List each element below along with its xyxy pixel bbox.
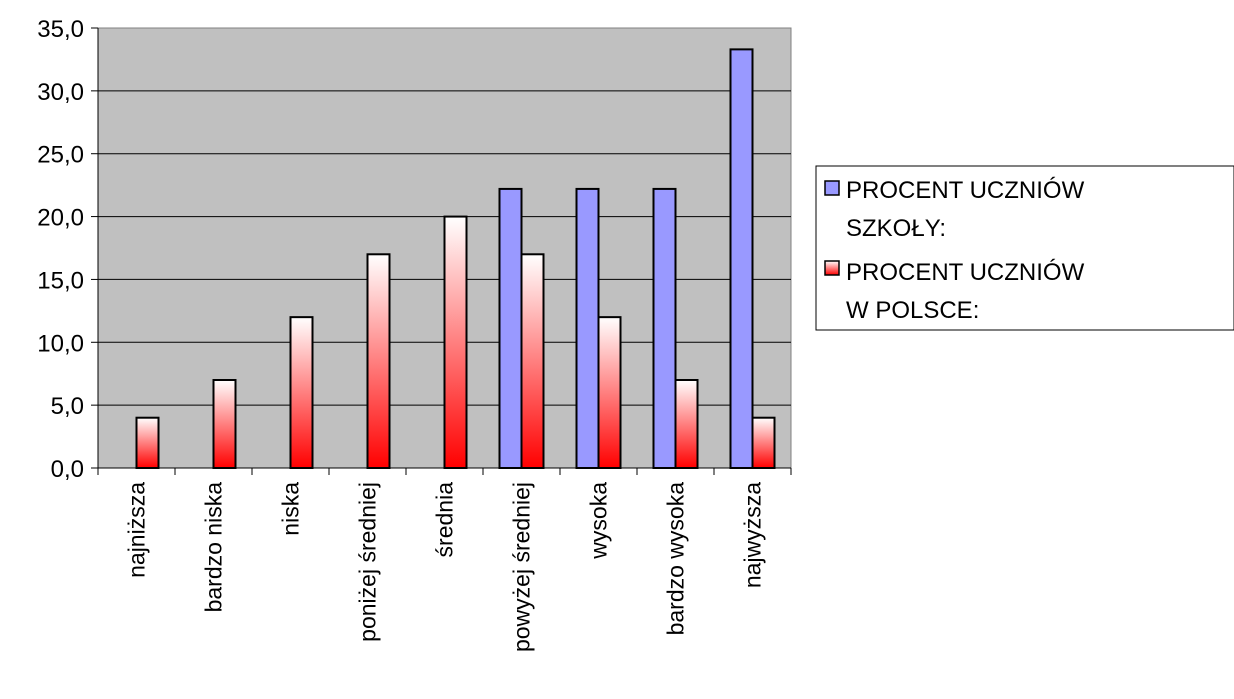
legend-box	[815, 165, 1234, 331]
y-tick-label: 5,0	[51, 393, 84, 420]
legend-swatch-szkoly	[824, 180, 840, 196]
x-tick-label: najniższa	[124, 482, 150, 578]
bar-procent-uczniow-w-polsce	[751, 416, 776, 470]
y-tick-label: 0,0	[51, 456, 84, 483]
y-tick-label: 25,0	[37, 142, 84, 169]
legend: PROCENT UCZNIÓW SZKOŁY: PROCENT UCZNIÓW …	[815, 165, 1234, 331]
bar-procent-uczniow-w-polsce	[674, 379, 699, 469]
y-tick-label: 30,0	[37, 79, 84, 106]
bar-procent-uczniow-w-polsce	[520, 253, 545, 469]
legend-label-szkoly-line1: PROCENT UCZNIÓW	[846, 177, 1085, 204]
axes	[91, 27, 792, 475]
legend-label-szkoly-line2: SZKOŁY:	[846, 215, 946, 242]
bar-procent-uczniow-szkoly	[652, 187, 677, 470]
x-tick-label: bardzo wysoka	[663, 482, 689, 636]
bars	[135, 48, 776, 470]
x-tick-label: wysoka	[586, 482, 612, 560]
y-tick-labels: 0,0 5,0 10,0 15,0 20,0 25,0 30,0 35,0	[37, 16, 84, 483]
bar-procent-uczniow-szkoly	[729, 48, 754, 469]
x-tick-label: poniżej średniej	[355, 482, 381, 642]
y-tick-label: 20,0	[37, 205, 84, 232]
x-tick-label: najwyższa	[740, 482, 766, 588]
legend-label-polska-line2: W POLSCE:	[846, 297, 979, 324]
x-tick-label: niska	[278, 482, 304, 536]
bar-procent-uczniow-w-polsce	[597, 316, 622, 469]
y-tick-label: 15,0	[37, 267, 84, 294]
bar-procent-uczniow-w-polsce	[212, 379, 237, 469]
bar-procent-uczniow-w-polsce	[366, 253, 391, 469]
bar-procent-uczniow-w-polsce	[443, 215, 468, 469]
legend-label-polska-line1: PROCENT UCZNIÓW	[846, 259, 1085, 286]
bar-procent-uczniow-w-polsce	[289, 316, 314, 469]
bar-procent-uczniow-szkoly	[498, 187, 523, 470]
x-tick-label: średnia	[432, 482, 458, 558]
bar-procent-uczniow-w-polsce	[135, 416, 160, 470]
x-tick-labels: najniższa bardzo niska niska poniżej średni…	[124, 482, 766, 652]
bar-procent-uczniow-szkoly	[575, 187, 600, 470]
x-tick-label: bardzo niska	[201, 482, 227, 613]
y-tick-label: 10,0	[37, 330, 84, 357]
x-tick-label: powyżej średniej	[509, 482, 535, 652]
legend-swatch-polska	[824, 260, 840, 276]
y-tick-label: 35,0	[37, 16, 84, 43]
